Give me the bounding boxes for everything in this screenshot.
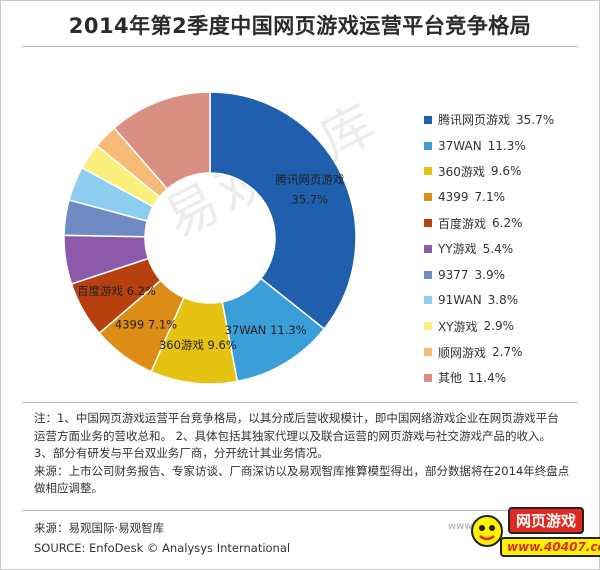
donut-slice (113, 91, 211, 191)
title-divider (22, 46, 578, 47)
legend-swatch (424, 219, 432, 228)
legend-item: 91WAN 3.8% (424, 288, 554, 314)
legend-value: 5.4% (482, 241, 514, 256)
legend-item: XY游戏 2.9% (424, 313, 554, 339)
source-en: SOURCE: EnfoDesk © Analysys Internationa… (34, 541, 291, 555)
legend-swatch (424, 141, 432, 150)
donut-slice (209, 91, 357, 330)
legend-swatch (424, 373, 432, 382)
legend-item: 9377 3.9% (424, 262, 554, 288)
legend-value: 3.9% (474, 267, 506, 282)
legend-swatch (424, 296, 432, 305)
notes-divider (22, 402, 578, 403)
badge-url: www.40407.com (500, 537, 600, 557)
legend-label: XY游戏 (438, 319, 478, 334)
legend-label: 360游戏 (438, 164, 485, 179)
badge-faded-url: www (448, 521, 473, 532)
legend-swatch (424, 193, 432, 202)
badge-title: 网页游戏 (508, 507, 585, 534)
legend-swatch (424, 167, 432, 176)
legend-item: YY游戏 5.4% (424, 236, 554, 262)
legend-value: 3.8% (487, 293, 519, 308)
chart-notes: 注：1、中国网页游戏运营平台竞争格局，以其分成后营收规模计，即中国网络游戏企业在… (34, 410, 570, 498)
legend-swatch (424, 244, 432, 253)
donut-data-labels: 腾讯网页游戏 35.7% 37WAN 11.3%360游戏 9.6% 4399 7.1… (77, 172, 345, 351)
legend-value: 2.9% (483, 319, 515, 334)
donut-slices (63, 91, 357, 385)
legend-item: 其他 11.4% (424, 365, 554, 391)
note-paragraph: 来源：上市公司财务报告、专家访谈、厂商深访以及易观智库推算模型得出，部分数据将在… (34, 463, 570, 496)
legend-item: 顺网游戏 2.7% (424, 339, 554, 365)
legend-value: 11.3% (487, 138, 526, 153)
chart-legend: 腾讯网页游戏 35.7% 37WAN 11.3% 360游戏 9.6% 4399 7.1% 百度… (424, 107, 554, 391)
data-label: 37WAN 11.3% (225, 323, 307, 337)
data-label-value: 35.7% (292, 192, 329, 206)
legend-value: 11.4% (468, 370, 507, 385)
legend-label: YY游戏 (438, 242, 477, 257)
data-label: 360游戏 9.6% (159, 338, 237, 352)
source-divider (22, 510, 578, 511)
data-label: 4399 7.1% (115, 317, 177, 331)
legend-item: 百度游戏 6.2% (424, 210, 554, 236)
legend-value: 7.1% (474, 190, 506, 205)
legend-label: 9377 (438, 267, 469, 282)
source-cn: 来源：易观国际·易观智库 (34, 521, 165, 535)
legend-label: 其他 (438, 371, 463, 386)
legend-item: 腾讯网页游戏 35.7% (424, 107, 554, 133)
legend-item: 360游戏 9.6% (424, 159, 554, 185)
legend-value: 9.6% (490, 164, 522, 179)
legend-label: 百度游戏 (438, 216, 487, 231)
donut-chart: 腾讯网页游戏 35.7% 37WAN 11.3%360游戏 9.6% 4399 7.1… (63, 91, 357, 385)
legend-swatch (424, 270, 432, 279)
chart-title: 2014年第2季度中国网页游戏运营平台竞争格局 (68, 14, 532, 38)
legend-label: 腾讯网页游戏 (438, 113, 511, 128)
data-label: 百度游戏 6.2% (77, 284, 156, 298)
legend-swatch (424, 348, 432, 357)
legend-item: 37WAN 11.3% (424, 133, 554, 159)
legend-value: 6.2% (492, 216, 523, 231)
legend-swatch (424, 115, 432, 124)
note-paragraph: 注：1、中国网页游戏运营平台竞争格局，以其分成后营收规模计，即中国网络游戏企业在… (34, 411, 559, 460)
legend-label: 顺网游戏 (438, 345, 487, 360)
legend-label: 91WAN (438, 293, 482, 308)
legend-item: 4399 7.1% (424, 184, 554, 210)
legend-swatch (424, 322, 432, 331)
data-label-name: 腾讯网页游戏 (275, 172, 344, 186)
site-badge: www 网页游戏 www.40407.com (448, 505, 600, 563)
mascot-icon (471, 515, 503, 547)
legend-label: 4399 (438, 190, 469, 205)
legend-value: 2.7% (492, 345, 523, 360)
legend-value: 35.7% (516, 112, 555, 127)
legend-label: 37WAN (438, 138, 482, 153)
